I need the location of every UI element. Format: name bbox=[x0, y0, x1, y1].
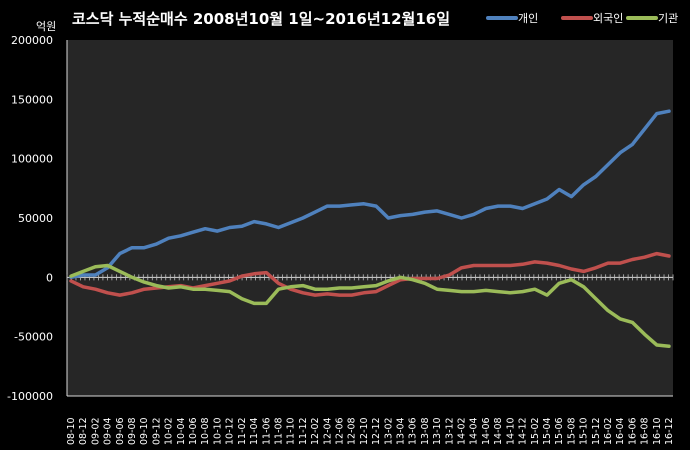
x-tick-label-35: 14-08 bbox=[493, 417, 504, 445]
x-tick-label-4: 09-06 bbox=[115, 417, 126, 445]
y-axis-unit: 억원 bbox=[36, 20, 56, 33]
axes bbox=[66, 40, 674, 397]
plot-area bbox=[67, 40, 673, 396]
x-tick-label-19: 11-12 bbox=[298, 417, 309, 445]
x-tick-label-47: 16-08 bbox=[640, 417, 651, 445]
x-tick-label-37: 14-12 bbox=[518, 417, 529, 445]
legend-label-individual: 개인 bbox=[518, 12, 538, 25]
x-tick-label-36: 14-10 bbox=[505, 417, 516, 445]
x-tick-label-44: 16-02 bbox=[603, 417, 614, 445]
y-tick-label-5: 150000 bbox=[11, 93, 53, 106]
x-tick-label-30: 13-10 bbox=[432, 417, 443, 445]
x-tick-label-11: 10-08 bbox=[200, 417, 211, 445]
x-tick-label-25: 12-12 bbox=[371, 417, 382, 445]
x-tick-label-29: 13-08 bbox=[420, 417, 431, 445]
x-tick-label-18: 11-10 bbox=[286, 417, 297, 445]
x-tick-label-34: 14-06 bbox=[481, 417, 492, 445]
x-tick-label-27: 13-04 bbox=[396, 417, 407, 445]
x-tick-label-24: 12-10 bbox=[359, 417, 370, 445]
x-tick-labels: 08-10 08-12 09-02 09-04 09-06 09-08 09-10 09-12… bbox=[66, 417, 675, 445]
x-tick-label-14: 11-02 bbox=[237, 417, 248, 445]
x-tick-label-13: 10-12 bbox=[225, 417, 236, 445]
x-tick-label-40: 15-06 bbox=[554, 417, 565, 445]
x-tick-label-2: 09-02 bbox=[90, 417, 101, 445]
zero-line-ticks bbox=[66, 274, 674, 281]
x-tick-label-46: 16-06 bbox=[627, 417, 638, 445]
x-tick-label-3: 09-04 bbox=[103, 417, 114, 445]
x-tick-label-7: 09-12 bbox=[151, 417, 162, 445]
x-tick-label-21: 12-04 bbox=[322, 417, 333, 445]
x-tick-label-20: 12-02 bbox=[310, 417, 321, 445]
y-tick-label-4: 100000 bbox=[11, 153, 53, 166]
y-tick-labels: -100000 -50000 0 50000 100000 150000 200000 bbox=[7, 34, 53, 403]
series-line-institution bbox=[69, 263, 671, 348]
series-lines bbox=[69, 109, 671, 348]
x-tick-label-16: 11-06 bbox=[261, 417, 272, 445]
x-tick-label-31: 13-12 bbox=[444, 417, 455, 445]
x-tick-label-38: 15-02 bbox=[530, 417, 541, 445]
x-tick-label-5: 09-08 bbox=[127, 417, 138, 445]
x-tick-label-41: 15-08 bbox=[566, 417, 577, 445]
x-tick-label-22: 12-06 bbox=[334, 417, 345, 445]
x-tick-label-17: 11-08 bbox=[273, 417, 284, 445]
x-tick-label-8: 10-02 bbox=[164, 417, 175, 445]
y-tick-label-0: -100000 bbox=[7, 390, 53, 403]
x-tick-label-32: 14-02 bbox=[457, 417, 468, 445]
x-tick-label-9: 10-04 bbox=[176, 417, 187, 445]
x-tick-label-23: 12-08 bbox=[347, 417, 358, 445]
y-tick-label-3: 50000 bbox=[18, 212, 53, 225]
x-tick-label-45: 16-04 bbox=[615, 417, 626, 445]
x-tick-label-10: 10-06 bbox=[188, 417, 199, 445]
legend: 개인 외국인 기관 bbox=[486, 12, 678, 25]
x-tick-label-15: 11-04 bbox=[249, 417, 260, 445]
x-tick-label-26: 13-02 bbox=[383, 417, 394, 445]
x-tick-label-6: 09-10 bbox=[139, 417, 150, 445]
x-tick-label-39: 15-04 bbox=[542, 417, 553, 445]
x-tick-label-0: 08-10 bbox=[66, 417, 77, 445]
x-tick-label-42: 15-10 bbox=[579, 417, 590, 445]
x-tick-label-33: 14-04 bbox=[469, 417, 480, 445]
x-tick-label-48: 16-10 bbox=[652, 417, 663, 445]
legend-label-institution: 기관 bbox=[658, 12, 678, 25]
y-tick-label-1: -50000 bbox=[14, 331, 53, 344]
y-tick-label-6: 200000 bbox=[11, 34, 53, 47]
x-tick-label-12: 10-10 bbox=[212, 417, 223, 445]
x-tick-label-28: 13-06 bbox=[408, 417, 419, 445]
series-line-individual bbox=[69, 109, 671, 280]
y-tick-label-2: 0 bbox=[46, 271, 53, 284]
legend-label-foreign: 외국인 bbox=[593, 12, 623, 25]
x-tick-label-1: 08-12 bbox=[78, 417, 89, 445]
chart-title: 코스닥 누적순매수 2008년10월 1일~2016년12월16일 bbox=[72, 10, 450, 28]
x-tick-label-49: 16-12 bbox=[664, 417, 675, 445]
x-tick-label-43: 15-12 bbox=[591, 417, 602, 445]
